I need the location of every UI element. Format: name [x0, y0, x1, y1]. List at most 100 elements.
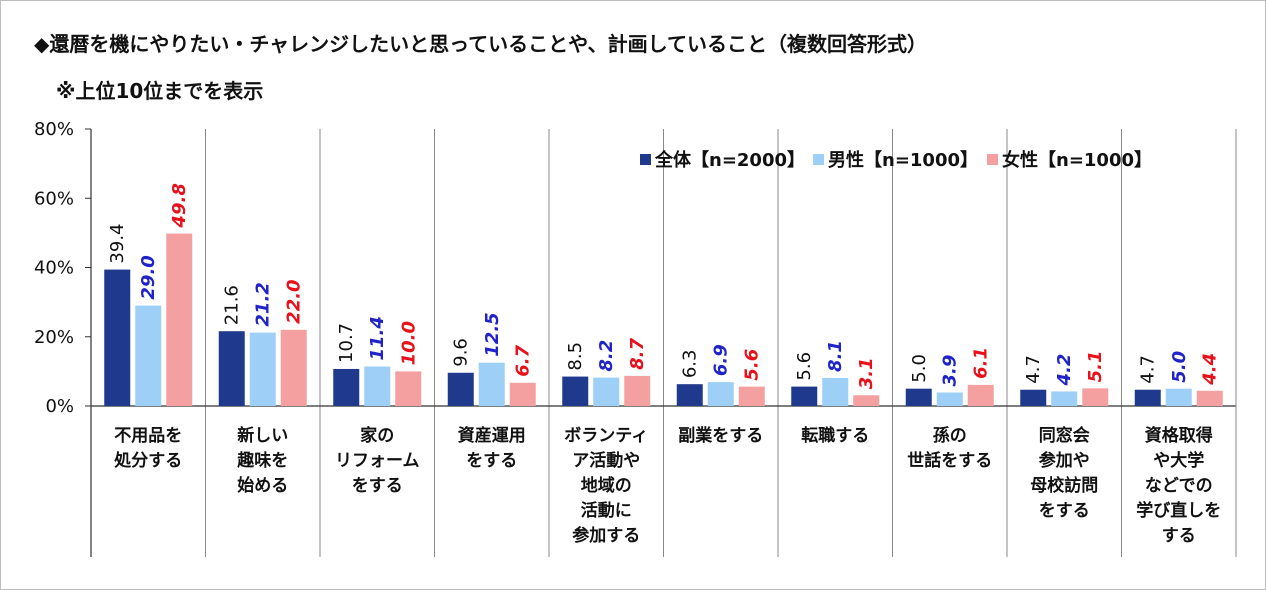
data-label: 8.2: [596, 340, 617, 372]
bar: [280, 329, 307, 406]
category-label-line: ボランティ: [564, 426, 648, 446]
bar: [738, 386, 765, 406]
bar: [1020, 389, 1047, 406]
data-label: 5.0: [1169, 351, 1190, 383]
category-label-line: 資格取得: [1145, 425, 1213, 446]
category-label: 孫の世話をする: [907, 425, 992, 471]
data-label: 22.0: [284, 279, 305, 323]
category-label-line: や大学: [1153, 450, 1204, 471]
category-label-line: ア活動や: [572, 450, 640, 471]
bar: [447, 372, 474, 406]
y-tick-label: 80%: [34, 119, 74, 140]
bar: [707, 382, 734, 406]
legend-label: 女性【n=1000】: [1002, 149, 1152, 171]
category-label-line: 活動に: [581, 500, 632, 521]
data-label: 6.1: [971, 347, 992, 379]
category-label-line: 資産運用: [458, 425, 526, 446]
bar: [593, 377, 620, 406]
bar: [624, 375, 651, 406]
category-label-line: をする: [466, 451, 517, 471]
data-labels: 39.4 21.6 10.7 9.6 8.5 6.3 5.6 5.0 4.7 4.7 29.0 21.…: [107, 183, 1221, 389]
legend-swatch: [813, 154, 824, 165]
bar: [1082, 388, 1109, 406]
data-label: 5.1: [1085, 350, 1106, 382]
data-label: 4.2: [1054, 354, 1075, 387]
category-label-line: 母校訪問: [1030, 475, 1098, 496]
data-label: 5.0: [909, 354, 930, 383]
chart-title: ◆還暦を機にやりたい・チャレンジしたいと思っていることや、計画していること（複数…: [34, 32, 927, 56]
legend-swatch: [640, 154, 651, 165]
category-label: 家のリフォームをする: [335, 425, 420, 496]
data-label: 5.6: [794, 352, 815, 381]
legend-label: 男性【n=1000】: [828, 149, 978, 171]
data-label: 3.1: [856, 357, 877, 389]
data-label: 9.6: [451, 338, 472, 367]
category-label-line: 参加や: [1039, 450, 1090, 471]
data-label: 12.5: [482, 312, 503, 356]
category-label-line: 処分する: [113, 451, 182, 471]
category-label-line: 参加する: [572, 525, 640, 546]
data-label: 6.7: [513, 344, 534, 376]
category-label-line: 趣味を: [236, 450, 288, 471]
bar: [218, 331, 245, 406]
bar: [509, 382, 536, 406]
category-label-line: 孫の: [933, 425, 967, 446]
bar: [1165, 388, 1192, 406]
category-label: 副業をする: [678, 425, 763, 446]
bar: [333, 368, 360, 406]
category-label-line: をする: [1039, 501, 1090, 521]
data-label: 11.4: [367, 316, 388, 360]
data-label: 3.9: [940, 355, 961, 387]
category-label-line: 世話をする: [907, 450, 992, 471]
category-label-line: 家の: [360, 425, 394, 446]
category-label-line: 地域の: [581, 475, 632, 496]
data-label: 8.7: [627, 338, 648, 370]
data-label: 4.7: [1138, 355, 1159, 384]
data-label: 6.9: [711, 344, 732, 376]
bar: [791, 386, 818, 406]
bar: [104, 269, 131, 406]
category-label-line: などでの: [1145, 476, 1213, 496]
bar: [478, 362, 505, 406]
data-label: 21.6: [222, 285, 243, 325]
category-label-line: する: [1162, 526, 1196, 546]
category-label: 同窓会参加や母校訪問をする: [1030, 425, 1098, 521]
data-label: 39.4: [107, 223, 128, 263]
data-label: 4.7: [1023, 355, 1044, 384]
bars: [104, 233, 1223, 406]
bar: [905, 388, 932, 406]
bar: [822, 377, 849, 406]
category-label-line: 始める: [237, 475, 288, 496]
data-label: 49.8: [169, 183, 190, 228]
category-label: 資格取得や大学などでの学び直しをする: [1136, 425, 1221, 546]
data-label: 5.6: [742, 349, 763, 381]
data-label: 10.0: [398, 321, 419, 365]
data-label: 29.0: [138, 255, 159, 299]
bar: [249, 332, 276, 406]
bar: [936, 392, 963, 406]
y-tick-label: 20%: [34, 327, 74, 348]
category-label: 不用品を処分する: [113, 426, 182, 471]
category-label-line: 同窓会: [1039, 425, 1090, 446]
chart-subtitle: ※上位10位までを表示: [56, 79, 264, 103]
legend-swatch: [987, 154, 998, 165]
category-label-line: 不用品を: [114, 426, 182, 446]
category-labels: 不用品を処分する新しい趣味を始める家のリフォームをする資産運用をするボランティア…: [113, 425, 1221, 546]
bar: [562, 376, 589, 406]
category-label-line: 副業をする: [678, 425, 763, 446]
legend-label: 全体【n=2000】: [654, 149, 805, 171]
category-label: ボランティア活動や地域の活動に参加する: [564, 426, 648, 546]
bar: [1196, 390, 1223, 406]
category-label-line: 学び直しを: [1136, 500, 1221, 521]
legend: 全体【n=2000】 男性【n=1000】 女性【n=1000】: [640, 149, 1152, 171]
bar: [967, 384, 994, 406]
category-label-line: リフォーム: [335, 451, 420, 471]
category-label-line: 転職する: [801, 425, 869, 446]
bar: [166, 233, 193, 406]
y-tick-label: 0%: [45, 396, 74, 417]
category-label: 転職する: [801, 425, 869, 446]
bar: [364, 366, 391, 406]
data-label: 8.1: [825, 340, 846, 372]
y-tick-label: 60%: [34, 188, 74, 209]
